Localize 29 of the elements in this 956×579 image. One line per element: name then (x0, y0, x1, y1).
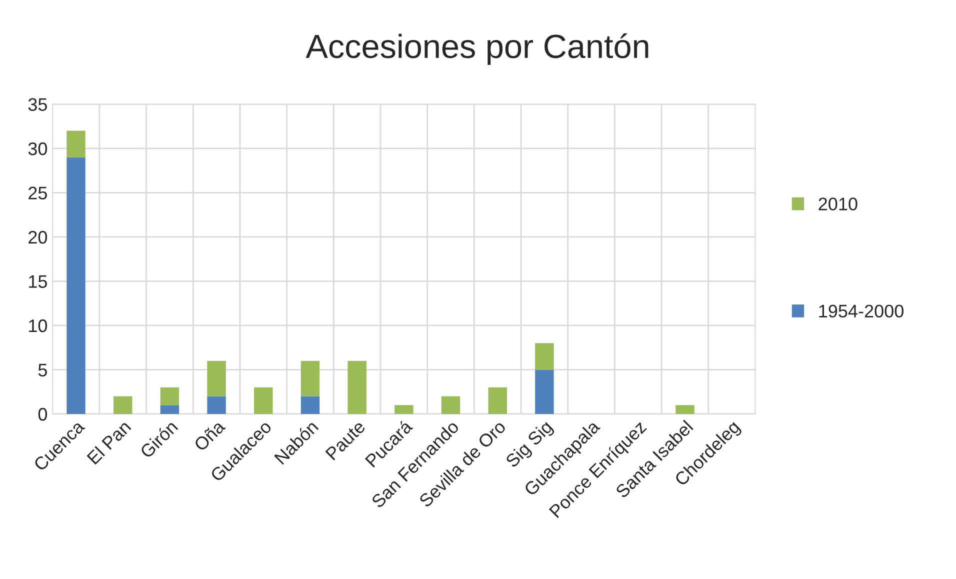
bar (488, 387, 507, 414)
y-tick-label: 10 (29, 319, 48, 332)
bar (300, 396, 320, 414)
chart-title: Accesiones por Cantón (306, 33, 648, 65)
bar (535, 343, 554, 370)
bar (676, 405, 694, 414)
legend-label: 1954-2000 (819, 304, 904, 318)
bar (207, 396, 226, 414)
bar (113, 396, 132, 414)
bar (535, 370, 554, 414)
bar (441, 396, 460, 414)
y-tick-label: 25 (28, 186, 47, 200)
y-tick-label: 15 (29, 275, 47, 288)
bar (348, 360, 366, 414)
bar (394, 405, 414, 414)
bar (300, 360, 320, 396)
bar (254, 387, 273, 414)
bar (66, 157, 86, 414)
y-tick-label: 20 (28, 230, 48, 244)
bar (207, 360, 226, 396)
y-tick-label: 5 (38, 364, 47, 376)
x-tick-label: El Pan (86, 420, 132, 465)
y-tick-label: 30 (28, 142, 48, 156)
bar (66, 130, 86, 158)
y-tick-label: 35 (28, 98, 47, 111)
y-tick-label: 0 (38, 408, 48, 421)
bar (160, 387, 180, 406)
bar (160, 405, 180, 414)
legend-label: 2010 (818, 198, 858, 210)
